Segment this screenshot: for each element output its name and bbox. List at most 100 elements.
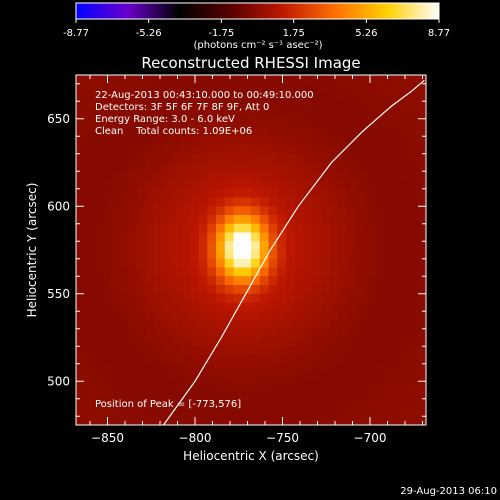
heatmap-cell xyxy=(329,188,340,199)
heatmap-cell xyxy=(102,241,112,251)
heatmap-cell xyxy=(303,390,313,400)
colorbar-tick-label: -8.77 xyxy=(63,28,89,39)
heatmap-cell xyxy=(391,127,401,137)
heatmap-cell xyxy=(408,390,418,400)
heatmap-cell xyxy=(364,276,375,286)
heatmap-cell xyxy=(286,250,296,260)
heatmap-cell xyxy=(119,337,130,347)
heatmap-cell xyxy=(312,83,322,94)
heatmap-cell xyxy=(277,363,287,374)
heatmap-cell xyxy=(329,145,340,155)
heatmap-cell xyxy=(242,416,252,425)
heatmap-cell xyxy=(102,346,112,356)
heatmap-cell xyxy=(399,232,410,242)
heatmap-cell xyxy=(382,390,392,400)
heatmap-cell xyxy=(356,390,366,400)
heatmap-cell xyxy=(93,416,103,425)
heatmap-cell xyxy=(312,276,322,286)
heatmap-cell xyxy=(294,171,305,181)
heatmap-cell xyxy=(364,92,375,102)
heatmap-cell xyxy=(111,276,121,286)
heatmap-cell xyxy=(417,398,426,409)
heatmap-cell xyxy=(321,346,331,356)
heatmap-cell xyxy=(146,346,156,356)
heatmap-cell xyxy=(391,101,401,111)
heatmap-cell xyxy=(364,311,375,321)
heatmap-cell xyxy=(382,293,392,304)
heatmap-cell xyxy=(259,188,270,199)
heatmap-cell xyxy=(294,241,305,251)
heatmap-cell xyxy=(163,101,173,111)
heatmap-cell xyxy=(259,171,270,181)
heatmap-cell xyxy=(338,276,348,286)
heatmap-cell xyxy=(399,110,410,120)
heatmap-cell xyxy=(373,136,383,146)
heatmap-cell xyxy=(119,276,130,286)
heatmap-cell xyxy=(268,328,278,339)
heatmap-cell xyxy=(198,285,208,295)
heatmap-cell xyxy=(93,171,103,181)
heatmap-cell xyxy=(259,197,270,207)
heatmap-cell xyxy=(216,153,226,164)
heatmap-cell xyxy=(294,293,305,304)
heatmap-cell xyxy=(93,363,103,374)
heatmap-cell xyxy=(76,328,86,339)
heatmap-cell xyxy=(198,250,208,260)
heatmap-cell xyxy=(373,180,383,190)
heatmap-cell xyxy=(373,110,383,120)
heatmap-cell xyxy=(364,197,375,207)
heatmap-cell xyxy=(84,285,95,295)
heatmap-cell xyxy=(111,232,121,242)
heatmap-cell xyxy=(224,118,235,129)
heatmap-cell xyxy=(163,285,173,295)
heatmap-cell xyxy=(198,337,208,347)
heatmap-cell xyxy=(84,363,95,374)
heatmap-cell xyxy=(119,206,130,216)
heatmap-cell xyxy=(364,180,375,190)
heatmap-cell xyxy=(408,328,418,339)
heatmap-cell xyxy=(154,390,165,400)
heatmap-cell xyxy=(242,276,252,286)
heatmap-cell xyxy=(329,320,340,330)
heatmap-cell xyxy=(277,398,287,409)
heatmap-cell xyxy=(76,285,86,295)
heatmap-cell xyxy=(321,311,331,321)
heatmap-cell xyxy=(128,381,138,391)
heatmap-cell xyxy=(408,127,418,137)
heatmap-cell xyxy=(338,258,348,269)
heatmap-cell xyxy=(119,101,130,111)
heatmap-cell xyxy=(373,267,383,277)
heatmap-cell xyxy=(356,328,366,339)
heatmap-cell xyxy=(146,258,156,269)
heatmap-cell xyxy=(137,302,147,312)
heatmap-cell xyxy=(172,311,182,321)
heatmap-cell xyxy=(224,337,235,347)
heatmap-cell xyxy=(373,127,383,137)
solar-limb-curve xyxy=(163,79,425,425)
heatmap-cell xyxy=(207,381,217,391)
heatmap-cell xyxy=(146,136,156,146)
heatmap-cell xyxy=(111,311,121,321)
heatmap-cell xyxy=(303,171,313,181)
heatmap-cell xyxy=(268,407,278,417)
heatmap-cell xyxy=(119,346,130,356)
heatmap-cell xyxy=(119,197,130,207)
heatmap-cell xyxy=(181,197,191,207)
heatmap-cell xyxy=(382,197,392,207)
heatmap-cell xyxy=(128,127,138,137)
heatmap-cell xyxy=(119,162,130,172)
heatmap-cell xyxy=(382,346,392,356)
heatmap-cell xyxy=(294,136,305,146)
heatmap-cell xyxy=(373,355,383,365)
heatmap-cell xyxy=(137,285,147,295)
heatmap-cell xyxy=(93,311,103,321)
heatmap-cell xyxy=(189,171,200,181)
heatmap-cell xyxy=(163,250,173,260)
heatmap-cell xyxy=(172,390,182,400)
heatmap-cell xyxy=(102,276,112,286)
heatmap-cell xyxy=(373,372,383,382)
heatmap-cell xyxy=(119,75,130,85)
heatmap-cell xyxy=(417,407,426,417)
heatmap-cell xyxy=(259,381,270,391)
heatmap-cell xyxy=(417,241,426,251)
